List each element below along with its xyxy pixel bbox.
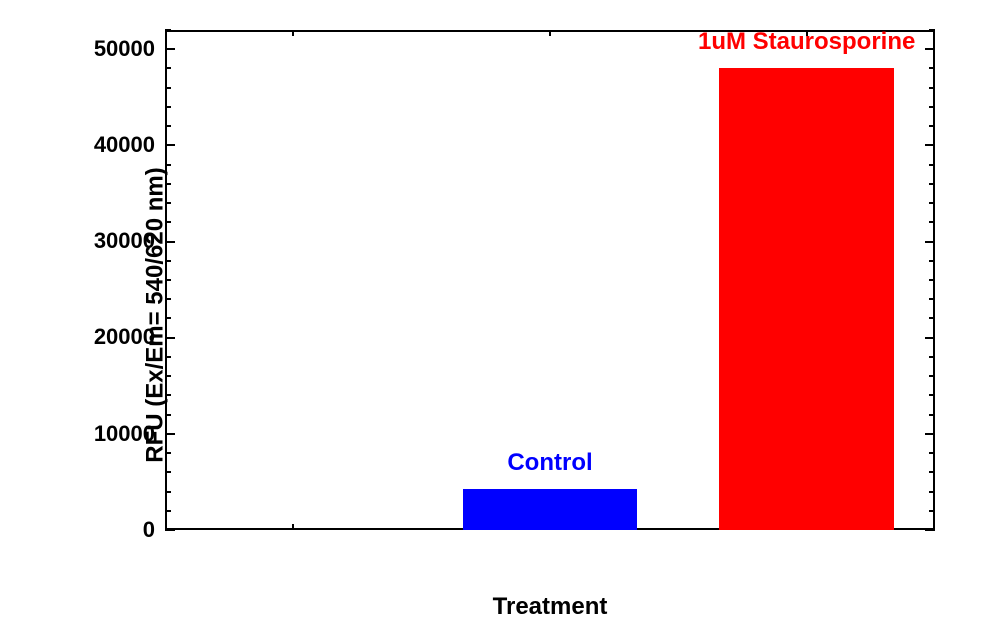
y-minor-tick	[165, 414, 171, 416]
y-minor-tick	[165, 510, 171, 512]
y-major-tick	[925, 337, 935, 339]
y-tick-label: 30000	[55, 228, 155, 254]
plot-area: 01000020000300004000050000Control1uM Sta…	[165, 30, 935, 530]
y-minor-tick	[165, 106, 171, 108]
y-major-tick	[165, 144, 175, 146]
y-major-tick	[165, 48, 175, 50]
y-major-tick	[165, 241, 175, 243]
bar-label: Control	[400, 449, 700, 477]
y-minor-tick	[929, 106, 935, 108]
y-minor-tick	[929, 221, 935, 223]
y-minor-tick	[165, 260, 171, 262]
bar-chart: RFU (Ex/Em= 540/620 nm) Treatment 010000…	[0, 0, 1000, 629]
y-minor-tick	[165, 375, 171, 377]
y-minor-tick	[165, 29, 171, 31]
y-minor-tick	[929, 298, 935, 300]
y-tick-label: 20000	[55, 324, 155, 350]
y-minor-tick	[929, 260, 935, 262]
y-minor-tick	[929, 394, 935, 396]
y-minor-tick	[929, 491, 935, 493]
y-tick-label: 50000	[55, 36, 155, 62]
y-minor-tick	[929, 414, 935, 416]
y-minor-tick	[929, 164, 935, 166]
y-major-tick	[925, 241, 935, 243]
y-minor-tick	[165, 67, 171, 69]
y-minor-tick	[165, 221, 171, 223]
y-major-tick	[165, 337, 175, 339]
y-minor-tick	[929, 67, 935, 69]
y-minor-tick	[165, 279, 171, 281]
y-minor-tick	[165, 298, 171, 300]
y-minor-tick	[929, 125, 935, 127]
y-major-tick	[165, 433, 175, 435]
y-major-tick	[165, 529, 175, 531]
y-minor-tick	[165, 87, 171, 89]
y-minor-tick	[929, 317, 935, 319]
y-tick-label: 40000	[55, 132, 155, 158]
y-minor-tick	[165, 317, 171, 319]
y-tick-label: 0	[55, 517, 155, 543]
y-minor-tick	[929, 471, 935, 473]
y-minor-tick	[165, 491, 171, 493]
x-minor-tick	[549, 30, 551, 36]
y-minor-tick	[929, 87, 935, 89]
y-minor-tick	[165, 164, 171, 166]
y-minor-tick	[929, 375, 935, 377]
y-minor-tick	[929, 356, 935, 358]
bar	[719, 68, 894, 530]
y-minor-tick	[165, 202, 171, 204]
bar	[463, 489, 638, 530]
x-axis-label: Treatment	[165, 593, 935, 621]
y-minor-tick	[165, 452, 171, 454]
y-minor-tick	[165, 183, 171, 185]
y-minor-tick	[929, 452, 935, 454]
bar-label: 1uM Staurosporine	[657, 28, 957, 56]
y-major-tick	[925, 433, 935, 435]
y-minor-tick	[929, 279, 935, 281]
y-major-tick	[925, 529, 935, 531]
y-tick-label: 10000	[55, 421, 155, 447]
y-minor-tick	[165, 125, 171, 127]
y-minor-tick	[165, 471, 171, 473]
y-major-tick	[925, 144, 935, 146]
x-minor-tick	[292, 30, 294, 36]
y-minor-tick	[929, 510, 935, 512]
y-minor-tick	[929, 202, 935, 204]
y-minor-tick	[165, 394, 171, 396]
y-minor-tick	[929, 183, 935, 185]
y-minor-tick	[165, 356, 171, 358]
x-minor-tick	[292, 524, 294, 530]
